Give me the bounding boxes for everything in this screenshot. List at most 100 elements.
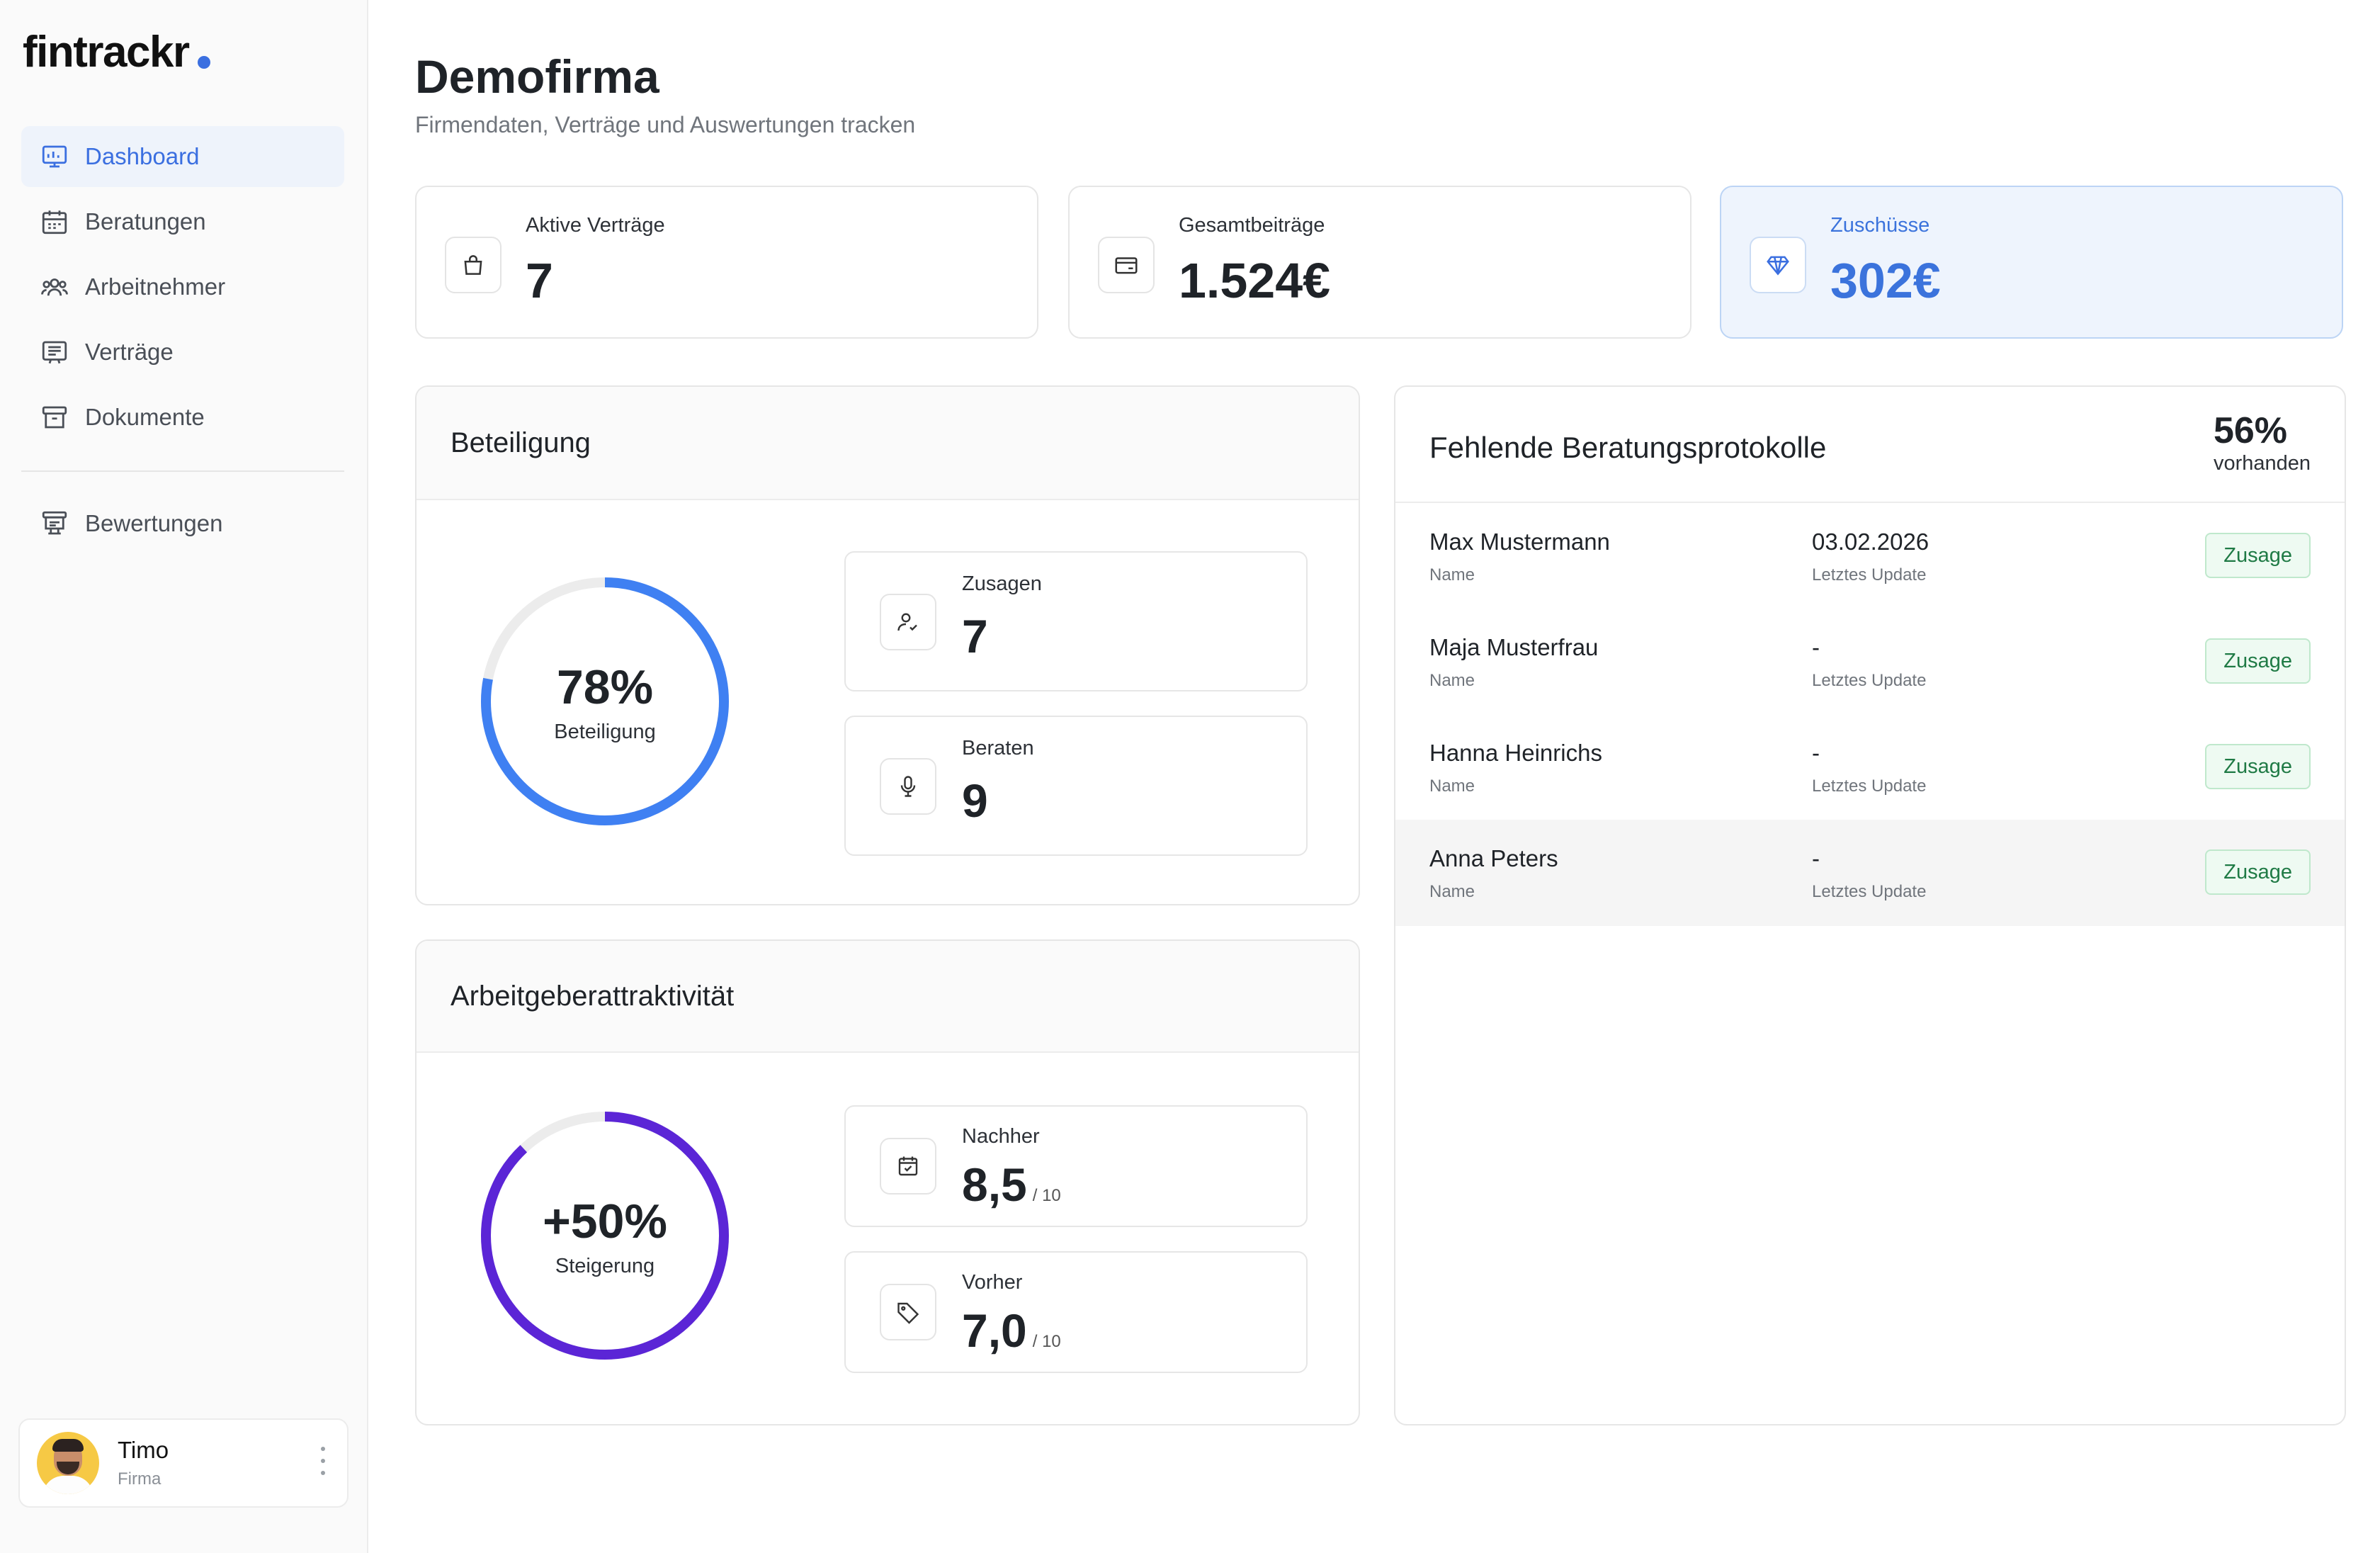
users-icon [41, 278, 68, 296]
panel-title: Arbeitgeberattraktivität [416, 941, 1359, 1053]
ring-percentage: 78% [556, 660, 654, 714]
panel-title: Beteiligung [416, 387, 1359, 500]
mini-card-vorher: Vorher 7,0 / 10 [844, 1251, 1308, 1373]
nav-divider [21, 470, 344, 472]
table-row[interactable]: Anna Peters Name - Letztes Update Zusage [1395, 820, 2345, 926]
stat-value: 1.524€ [1179, 253, 1331, 308]
stat-value: 302€ [1830, 253, 1941, 308]
user-name: Timo [118, 1437, 169, 1463]
mini-card-zusagen: Zusagen 7 [844, 551, 1308, 691]
credit-card-icon [1098, 237, 1155, 293]
logo-dot [197, 56, 210, 69]
mini-card-value: 7,0 / 10 [962, 1304, 1061, 1357]
sidebar-item-bewertungen[interactable]: Bewertungen [21, 493, 344, 554]
row-date-label: Letztes Update [1812, 776, 1927, 796]
dashboard-icon [42, 145, 67, 168]
sidebar-item-dashboard[interactable]: Dashboard [21, 126, 344, 187]
row-date-label: Letztes Update [1812, 671, 1927, 690]
sidebar-item-label: Verträge [85, 339, 174, 365]
more-vertical-icon[interactable] [320, 1447, 326, 1475]
mini-card-label: Zusagen [962, 572, 1042, 595]
table-row[interactable]: Hanna Heinrichs Name - Letztes Update Zu… [1395, 714, 2345, 820]
stat-label: Aktive Verträge [526, 214, 665, 237]
row-name-label: Name [1429, 882, 1475, 901]
user-profile-card[interactable]: Timo Firma [18, 1418, 348, 1508]
app-logo[interactable]: fintrackr [23, 27, 210, 77]
logo-text: fintrackr [23, 28, 190, 77]
sidebar-item-label: Dokumente [85, 404, 205, 430]
avatar [37, 1432, 99, 1494]
mini-card-beraten: Beraten 9 [844, 716, 1308, 856]
sidebar-item-arbeitnehmer[interactable]: Arbeitnehmer [21, 256, 344, 317]
protokolle-percentage: 56% vorhanden [2214, 410, 2311, 475]
contract-icon [42, 341, 67, 364]
table-row[interactable]: Max Mustermann Name 03.02.2026 Letztes U… [1395, 503, 2345, 609]
stat-card-aktive-vertraege: Aktive Verträge 7 [415, 186, 1038, 339]
mini-card-label: Nachher [962, 1125, 1040, 1148]
percentage-value: 56% [2213, 410, 2288, 451]
shopping-bag-icon [445, 237, 502, 293]
page-subtitle: Firmendaten, Verträge und Auswertungen t… [415, 112, 916, 137]
sidebar-nav: Dashboard Beratungen Arbeitnehmer Verträ… [21, 126, 344, 558]
calendar-icon [42, 210, 67, 235]
sidebar-item-beratungen[interactable]: Beratungen [21, 191, 344, 252]
row-name: Max Mustermann [1429, 529, 1610, 555]
stat-card-gesamtbeitraege: Gesamtbeiträge 1.524€ [1068, 186, 1692, 339]
status-badge[interactable]: Zusage [2205, 744, 2311, 789]
sidebar-item-label: Bewertungen [85, 510, 223, 536]
beteiligung-ring: 78% Beteiligung [477, 574, 732, 829]
sidebar-item-vertraege[interactable]: Verträge [21, 322, 344, 383]
beratungsprotokolle-panel: Fehlende Beratungsprotokolle 56% vorhand… [1394, 385, 2346, 1425]
status-badge[interactable]: Zusage [2205, 533, 2311, 578]
stat-label: Zuschüsse [1830, 214, 1930, 237]
mini-card-suffix: / 10 [1032, 1186, 1061, 1205]
ring-percentage: +50% [543, 1194, 667, 1248]
percentage-label: vorhanden [2213, 452, 2311, 475]
diamond-icon [1750, 237, 1806, 293]
table-row[interactable]: Maja Musterfrau Name - Letztes Update Zu… [1395, 609, 2345, 715]
user-check-icon [880, 594, 936, 650]
ring-caption: Steigerung [555, 1254, 655, 1277]
status-badge[interactable]: Zusage [2205, 638, 2311, 684]
archive-icon [42, 406, 67, 429]
row-name-label: Name [1429, 565, 1475, 585]
arbeitgeberattraktivitaet-panel: Arbeitgeberattraktivität +50% Steigerung… [415, 939, 1360, 1425]
rating-icon [42, 511, 67, 535]
user-role: Firma [118, 1469, 162, 1489]
mini-card-number: 8,5 [962, 1158, 1027, 1211]
row-date-label: Letztes Update [1812, 882, 1927, 901]
row-date: - [1812, 634, 1820, 660]
sidebar-item-label: Beratungen [85, 208, 206, 235]
mini-card-value: 8,5 / 10 [962, 1158, 1061, 1212]
attraktivitaet-ring: +50% Steigerung [477, 1108, 732, 1363]
mini-card-number: 7,0 [962, 1304, 1027, 1357]
row-name: Hanna Heinrichs [1429, 740, 1602, 766]
status-badge[interactable]: Zusage [2205, 849, 2311, 895]
mini-card-value: 7 [962, 610, 988, 662]
tag-icon [880, 1284, 936, 1340]
sidebar-item-label: Arbeitnehmer [85, 273, 226, 300]
row-name: Maja Musterfrau [1429, 634, 1599, 660]
page-title: Demofirma [415, 50, 659, 103]
row-date: - [1812, 740, 1820, 766]
row-name: Anna Peters [1429, 845, 1558, 871]
mini-card-label: Beraten [962, 737, 1034, 759]
ring-caption: Beteiligung [554, 720, 656, 743]
stat-card-zuschuesse: Zuschüsse 302€ [1720, 186, 2343, 339]
sidebar: fintrackr Dashboard Beratungen Arbeitneh… [0, 0, 368, 1553]
calendar-check-icon [880, 1138, 936, 1195]
user-info: Timo Firma [118, 1437, 169, 1489]
mini-card-suffix: / 10 [1032, 1332, 1061, 1351]
mini-card-nachher: Nachher 8,5 / 10 [844, 1105, 1308, 1227]
row-date: 03.02.2026 [1812, 529, 1930, 555]
stat-label: Gesamtbeiträge [1179, 214, 1325, 237]
row-date: - [1812, 845, 1820, 871]
stat-value: 7 [526, 253, 553, 308]
row-name-label: Name [1429, 671, 1475, 690]
row-name-label: Name [1429, 776, 1475, 796]
sidebar-item-label: Dashboard [85, 143, 200, 169]
beteiligung-panel: Beteiligung 78% Beteiligung Zusagen 7 Be… [415, 385, 1360, 905]
sidebar-item-dokumente[interactable]: Dokumente [21, 387, 344, 448]
mini-card-value: 9 [962, 774, 988, 827]
row-date-label: Letztes Update [1812, 565, 1927, 585]
